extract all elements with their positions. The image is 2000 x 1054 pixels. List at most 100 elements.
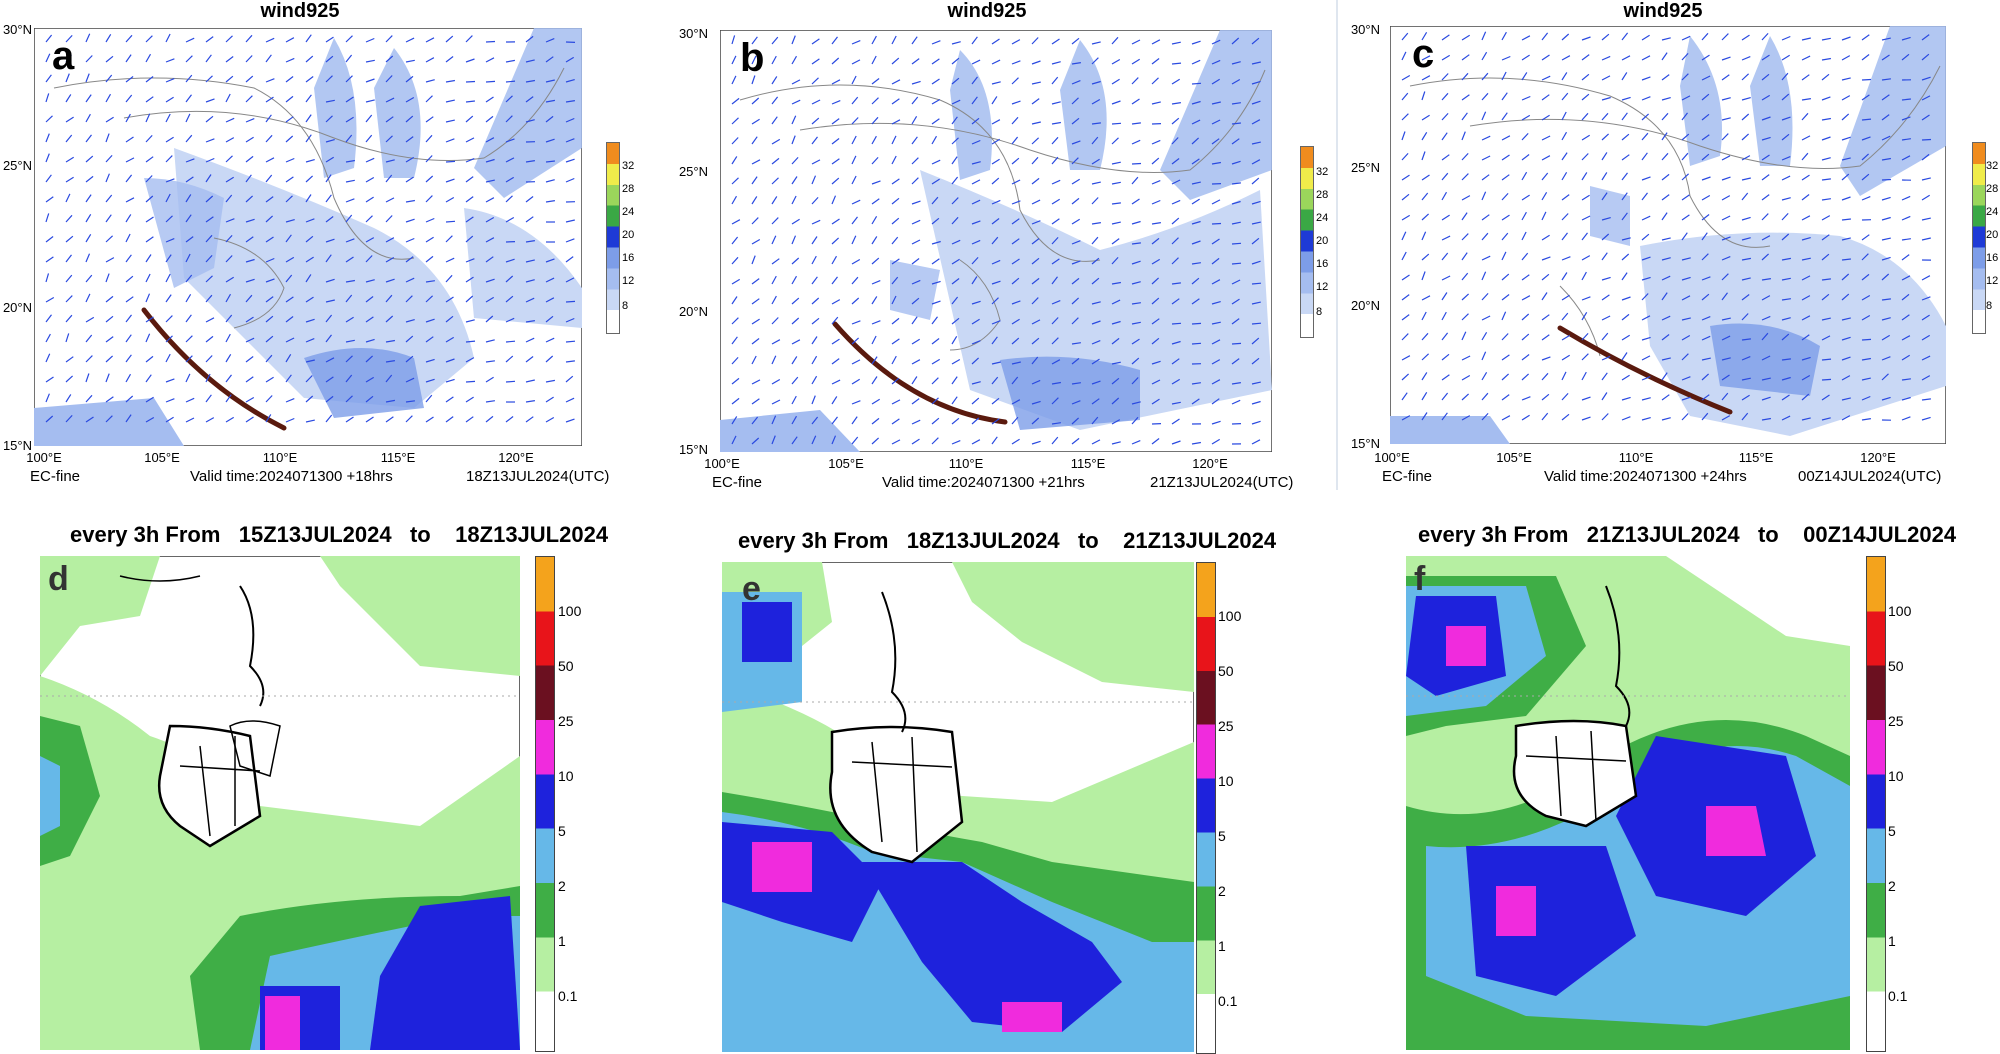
wind-barb xyxy=(911,177,919,185)
lat-label: 15°N xyxy=(1350,436,1380,451)
wind-barb xyxy=(205,195,214,203)
wind-barb xyxy=(1031,199,1041,205)
wind-barb xyxy=(1421,253,1430,261)
wind-barb xyxy=(871,356,878,365)
wind-barb xyxy=(205,394,212,403)
wind-barb xyxy=(285,116,294,123)
wind-barb xyxy=(1231,138,1240,145)
wind-barb xyxy=(1461,131,1466,141)
wind-barb xyxy=(1171,378,1181,385)
wind-barb xyxy=(565,138,575,143)
wind-barb xyxy=(951,156,958,165)
wind-barb xyxy=(285,76,294,83)
wind-barb xyxy=(65,156,75,163)
wind-barb xyxy=(931,217,940,225)
wind-barb xyxy=(45,376,54,383)
wind-barb xyxy=(405,96,415,103)
wind-barb xyxy=(1821,378,1832,381)
wind-barb xyxy=(1581,215,1591,221)
wind-barb xyxy=(1661,173,1670,181)
wind-barb xyxy=(365,316,374,323)
wind-barb xyxy=(465,416,474,423)
wind-barb xyxy=(1111,299,1121,305)
wind-barb xyxy=(205,335,214,343)
wind-barb xyxy=(245,376,254,383)
wind-barb xyxy=(1861,196,1871,201)
wind-barb xyxy=(1151,360,1161,365)
wind-barb xyxy=(1581,153,1589,161)
wind-barb xyxy=(245,316,254,323)
wind-barb xyxy=(385,278,395,283)
wind-barb xyxy=(1131,357,1140,365)
colorbar-label: 24 xyxy=(1316,212,1329,224)
wind-barb xyxy=(1401,174,1410,181)
wind-barb xyxy=(245,55,253,63)
colorbar-label: 1 xyxy=(1218,938,1226,954)
wind-barb xyxy=(1541,256,1551,261)
wind-barb xyxy=(1421,271,1426,281)
wind-barb xyxy=(1011,318,1020,325)
wind-barb xyxy=(1841,173,1850,181)
wind-barb xyxy=(1821,57,1831,61)
wind-barb xyxy=(385,416,394,423)
wind-barb xyxy=(525,416,534,423)
wind-barb xyxy=(791,415,798,425)
wind-barb xyxy=(1561,92,1569,101)
wind-barb xyxy=(365,99,375,103)
wind-barb xyxy=(1071,62,1081,65)
wind-barb xyxy=(1541,356,1551,361)
wind-barb xyxy=(971,340,981,345)
wind-barb xyxy=(1051,300,1061,305)
wind-barb xyxy=(1581,194,1590,201)
wind-barb xyxy=(1621,212,1628,221)
wind-barb xyxy=(285,296,294,303)
wind-barb xyxy=(1541,314,1550,321)
wind-barb xyxy=(831,218,840,225)
wind-barb xyxy=(185,214,192,223)
wind-barb xyxy=(1051,179,1061,185)
wind-barb xyxy=(971,220,981,225)
wind-barb xyxy=(285,337,295,343)
wind-barb xyxy=(45,174,52,183)
wind-barb xyxy=(1861,136,1871,141)
wind-barb xyxy=(545,160,555,163)
wind-barb xyxy=(1661,37,1671,41)
wind-barb xyxy=(1091,380,1101,385)
wind-barb xyxy=(1421,151,1426,161)
wind-barb xyxy=(1541,372,1549,381)
wind-barb xyxy=(1701,54,1710,61)
wind-barb xyxy=(911,297,920,305)
wind-barb xyxy=(871,78,880,85)
wind-barb xyxy=(125,314,132,323)
wind-barb xyxy=(225,416,235,423)
wind-barb xyxy=(385,174,393,183)
wind-barb xyxy=(385,215,393,223)
wind-barb xyxy=(265,354,273,363)
wind-barb xyxy=(1861,78,1872,81)
wind-barb xyxy=(1111,256,1119,265)
colorbar-gradient xyxy=(535,556,555,1052)
wind-barb xyxy=(1741,34,1750,41)
wind-barb xyxy=(971,117,980,125)
lon-label: 105°E xyxy=(144,450,180,465)
wind-barb xyxy=(1401,274,1410,281)
wind-barb xyxy=(1521,274,1530,281)
wind-barb xyxy=(771,177,779,185)
wind-barb xyxy=(951,239,961,245)
wind-barb xyxy=(565,300,576,303)
wind-barb xyxy=(1681,214,1690,221)
wind-barb xyxy=(125,354,132,363)
wind-barb xyxy=(1191,398,1200,405)
wind-barb xyxy=(1521,231,1527,241)
wind-barb xyxy=(1251,200,1261,205)
wind-barb xyxy=(1211,39,1221,45)
wind-barb xyxy=(1801,37,1811,41)
wind-barb xyxy=(771,55,777,65)
wind-barb xyxy=(1441,292,1448,301)
wind-barb xyxy=(1921,153,1930,161)
wind-barb xyxy=(285,417,295,423)
wind-barb xyxy=(45,353,51,363)
wind-barb xyxy=(1441,132,1448,141)
wind-barb xyxy=(245,294,253,303)
wind-barb xyxy=(1211,359,1221,365)
